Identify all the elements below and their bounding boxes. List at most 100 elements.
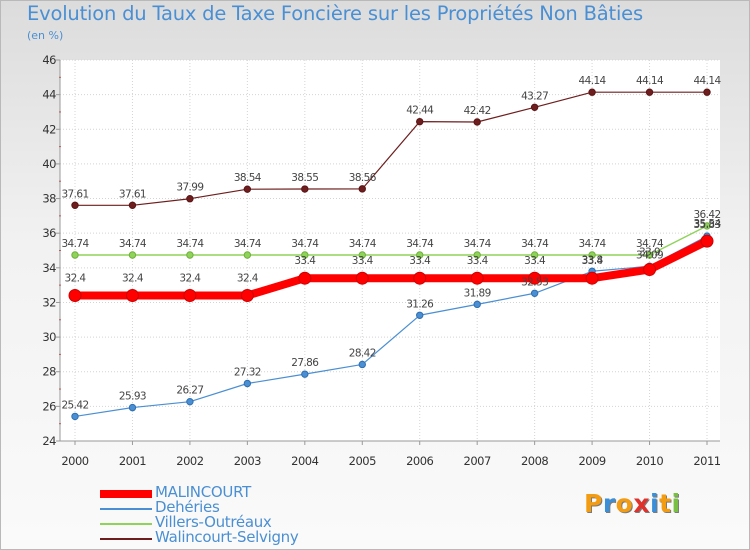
data-point-walincourt-selvigny (186, 195, 194, 203)
data-point-deheries (301, 370, 309, 378)
data-point-villers-outreaux (71, 251, 79, 259)
data-label-malincourt: 33.4 (409, 255, 431, 267)
data-label-walincourt-selvigny: 38.55 (291, 172, 318, 184)
data-point-deheries (243, 379, 252, 388)
y-tick-label: 34 (42, 261, 56, 275)
data-label-deheries: 28.42 (349, 347, 376, 359)
data-label-walincourt-selvigny: 44.14 (636, 75, 664, 87)
data-point-deheries (358, 360, 366, 369)
data-label-villers-outreaux: 34.74 (234, 238, 262, 250)
data-point-malincourt (183, 289, 197, 303)
data-point-villers-outreaux (358, 251, 366, 259)
data-label-villers-outreaux: 34.74 (176, 238, 204, 250)
data-label-walincourt-selvigny: 37.99 (176, 182, 203, 194)
data-label-deheries: 31.26 (406, 298, 434, 310)
data-point-walincourt-selvigny (703, 88, 711, 96)
data-point-villers-outreaux (473, 251, 481, 259)
logo-letter: x (633, 489, 650, 518)
x-tick-label: 2001 (119, 454, 146, 468)
data-point-villers-outreaux (645, 251, 654, 259)
data-label-malincourt: 33.4 (294, 255, 316, 267)
data-label-villers-outreaux: 34.74 (636, 238, 664, 250)
x-tick-label: 2011 (693, 454, 720, 468)
y-tick-label: 26 (42, 399, 56, 413)
y-tick-label: 46 (42, 53, 56, 67)
y-tick-label: 30 (42, 330, 56, 344)
legend-swatch (100, 490, 152, 498)
data-label-deheries: 31.89 (464, 287, 491, 299)
data-point-walincourt-selvigny (473, 118, 481, 126)
data-label-malincourt: 32.4 (237, 273, 259, 285)
x-tick-label: 2005 (349, 454, 376, 468)
data-label-malincourt: 33.4 (352, 255, 374, 267)
data-label-villers-outreaux: 34.74 (464, 238, 492, 250)
data-label-deheries: 34.09 (636, 249, 663, 261)
x-tick-label: 2002 (176, 454, 203, 468)
data-label-villers-outreaux: 34.74 (406, 238, 434, 250)
data-label-deheries: 25.42 (61, 399, 88, 411)
data-label-villers-outreaux: 34.74 (579, 238, 607, 250)
y-tick-label: 28 (42, 365, 56, 379)
chart-subtitle: (en %) (27, 29, 64, 42)
data-point-malincourt (125, 289, 139, 303)
data-point-malincourt (700, 234, 714, 248)
data-point-walincourt-selvigny (530, 103, 539, 111)
data-label-deheries: 33.8 (582, 254, 603, 266)
data-point-malincourt (528, 271, 542, 285)
data-point-malincourt (240, 289, 254, 303)
data-label-walincourt-selvigny: 37.61 (61, 188, 88, 200)
y-tick-label: 38 (42, 192, 56, 206)
data-point-deheries (473, 300, 481, 309)
legend-swatch (100, 508, 152, 510)
data-point-walincourt-selvigny (71, 201, 79, 209)
legend-label: Villers-Outréaux (155, 513, 272, 531)
logo-letter: i (650, 489, 660, 518)
logo-letter: o (615, 489, 634, 518)
data-point-walincourt-selvigny (358, 185, 366, 193)
data-point-deheries (530, 289, 539, 297)
data-point-malincourt (643, 263, 657, 277)
x-tick-label: 2010 (636, 454, 663, 468)
data-label-malincourt: 35.54 (693, 218, 721, 230)
x-tick-label: 2004 (291, 454, 318, 468)
data-label-walincourt-selvigny: 44.14 (693, 75, 721, 87)
data-label-villers-outreaux: 34.74 (291, 238, 319, 250)
y-tick-label: 24 (42, 434, 56, 448)
data-point-malincourt (355, 271, 369, 285)
data-label-deheries: 32.53 (521, 276, 548, 288)
data-label-walincourt-selvigny: 38.56 (349, 172, 377, 184)
series-line-walincourt-selvigny (74, 91, 708, 206)
y-tick-label: 32 (42, 295, 56, 309)
data-point-villers-outreaux (703, 222, 711, 230)
legend-swatch (100, 523, 152, 525)
data-point-walincourt-selvigny (301, 185, 309, 193)
proxiti-logo: Proxiti (584, 489, 681, 518)
data-label-walincourt-selvigny: 42.44 (406, 105, 434, 117)
data-point-walincourt-selvigny (588, 88, 596, 96)
data-point-walincourt-selvigny (243, 185, 252, 193)
data-label-villers-outreaux: 34.74 (349, 238, 377, 250)
chart-title: Evolution du Taux de Taxe Foncière sur l… (27, 2, 643, 25)
data-label-malincourt: 33.9 (639, 247, 660, 259)
data-label-villers-outreaux: 34.74 (119, 238, 147, 250)
legend-label: Walincourt-Selvigny (155, 528, 299, 546)
data-point-deheries (71, 412, 79, 421)
logo-letter: i (671, 489, 681, 518)
data-point-deheries (186, 397, 194, 406)
data-point-malincourt (298, 271, 312, 285)
data-point-villers-outreaux (243, 251, 252, 259)
legend-label: Dehéries (155, 498, 220, 516)
x-tick-label: 2000 (61, 454, 88, 468)
data-label-deheries: 27.86 (291, 357, 319, 369)
data-point-walincourt-selvigny (128, 201, 137, 209)
x-tick-label: 2009 (578, 454, 605, 468)
plot-area (60, 60, 720, 441)
data-label-deheries: 25.93 (119, 391, 146, 403)
data-point-deheries (128, 403, 137, 412)
data-label-malincourt: 32.4 (179, 273, 201, 285)
data-point-walincourt-selvigny (645, 88, 654, 96)
legend-swatch (100, 538, 152, 540)
data-point-malincourt (68, 289, 82, 303)
data-label-deheries: 27.32 (234, 367, 261, 379)
data-label-walincourt-selvigny: 42.42 (464, 105, 491, 117)
